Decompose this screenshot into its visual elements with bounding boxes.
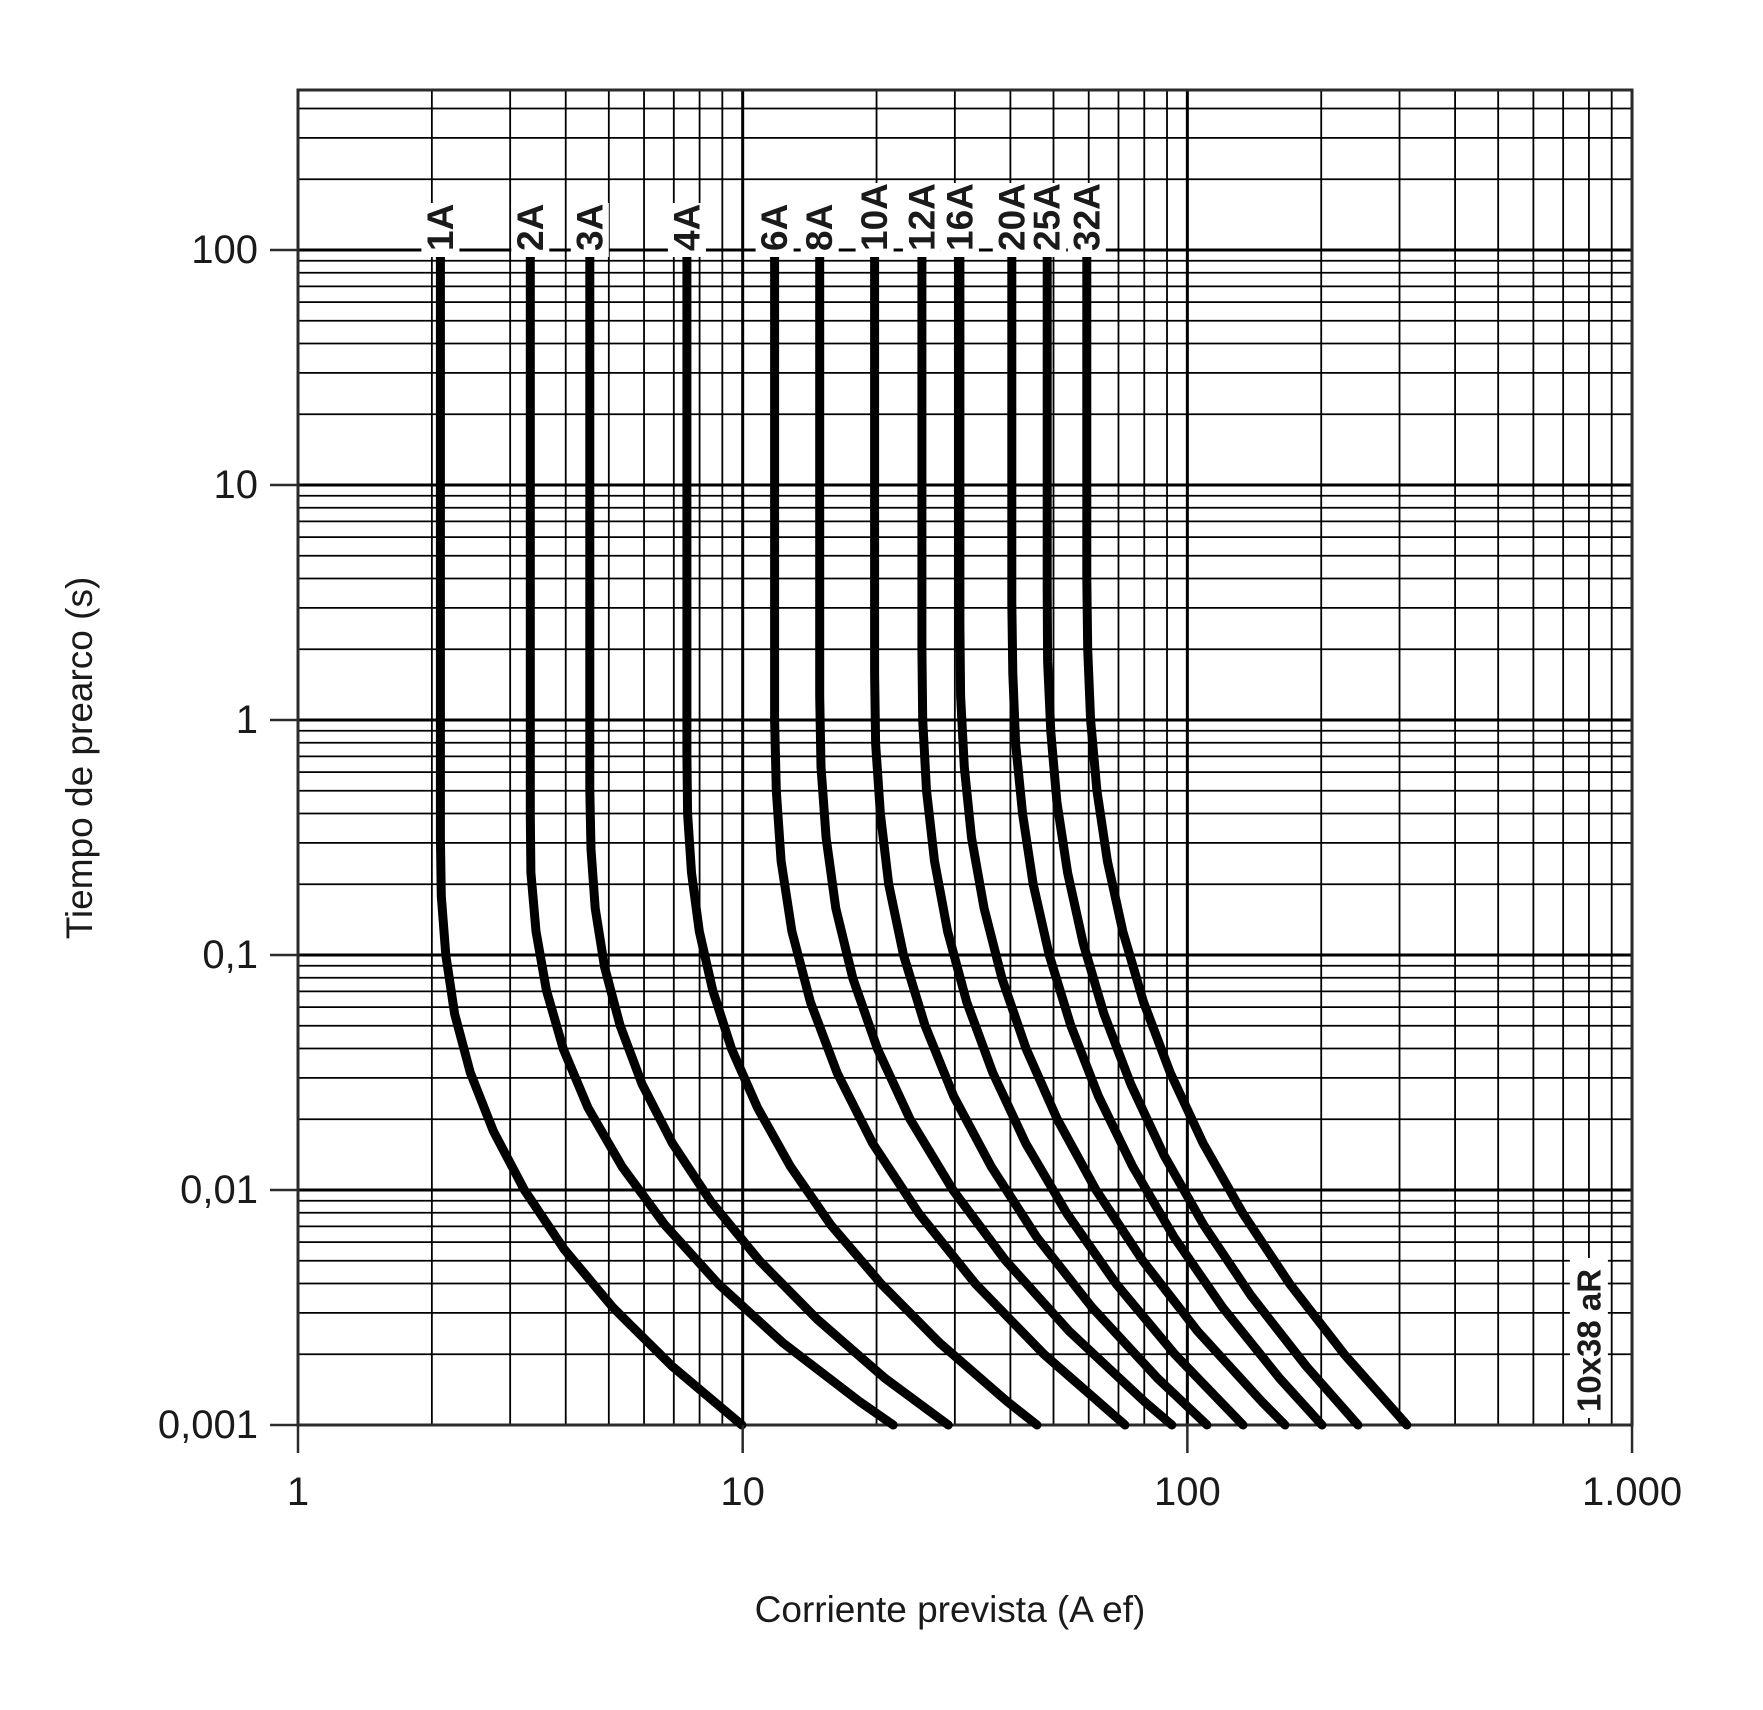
curve-label-8a: 8A xyxy=(799,203,840,257)
curve-32a xyxy=(1082,245,1412,1430)
x-tick-label-10: 10 xyxy=(720,1470,765,1514)
curve-label-25a: 25A xyxy=(1027,183,1068,257)
curve-label-16a: 16A xyxy=(939,183,980,257)
curve-4a xyxy=(682,245,1042,1430)
y-tick-label-0_01: 0,01 xyxy=(180,1168,258,1212)
plot-frame xyxy=(296,88,1634,1427)
curve-8a xyxy=(815,245,1177,1430)
curve-label-bg xyxy=(755,203,794,257)
curve-label-text: 32A xyxy=(1066,183,1107,251)
annotation-text: 10x38 aR xyxy=(1570,1269,1607,1412)
curve-label-text: 25A xyxy=(1027,183,1068,251)
curve-10a xyxy=(870,245,1212,1430)
curve-label-text: 16A xyxy=(939,183,980,251)
curve-1a xyxy=(435,245,747,1430)
curve-label-bg xyxy=(1028,183,1067,257)
curve-label-bg xyxy=(511,203,550,257)
y-tick-label-100: 100 xyxy=(191,228,258,272)
fuse-size-annotation: 10x38 aR xyxy=(1569,1258,1608,1418)
curve-16a xyxy=(955,245,1290,1430)
fuse-curves xyxy=(435,245,1412,1430)
axis-ticks xyxy=(270,248,1634,1453)
curve-label-12a: 12A xyxy=(901,183,942,257)
curve-label-bg xyxy=(800,203,839,257)
x-tick-label-100: 100 xyxy=(1154,1470,1221,1514)
curve-label-4a: 4A xyxy=(666,203,707,257)
curve-label-bg xyxy=(902,183,941,257)
curve-3a xyxy=(585,245,953,1430)
curve-label-32a: 32A xyxy=(1066,183,1107,257)
x-axis-title: Corriente prevista (A ef) xyxy=(755,1589,1146,1630)
curve-6a xyxy=(770,245,1130,1430)
x-tick-label-1000: 1.000 xyxy=(1582,1470,1682,1514)
curve-label-text: 8A xyxy=(799,204,840,251)
y-axis-title: Tiempo de prearco (s) xyxy=(59,577,100,940)
curve-label-10a: 10A xyxy=(854,183,895,257)
curve-label-text: 10A xyxy=(854,183,895,251)
curve-12a xyxy=(917,245,1248,1430)
annotation-10x38ar: 10x38 aR xyxy=(1569,1258,1608,1418)
y-tick-label-1: 1 xyxy=(236,698,258,742)
curve-label-text: 12A xyxy=(901,183,942,251)
curve-label-text: 4A xyxy=(666,204,707,251)
curve-label-6a: 6A xyxy=(754,203,795,257)
curve-label-3a: 3A xyxy=(569,203,610,257)
curve-25a xyxy=(1042,245,1363,1430)
curve-label-text: 6A xyxy=(754,204,795,251)
curve-label-text: 20A xyxy=(991,183,1032,251)
annotation-bg xyxy=(1569,1258,1608,1418)
curve-label-bg xyxy=(855,183,894,257)
curve-label-1a: 1A xyxy=(420,203,461,257)
grid-minor-lines xyxy=(298,90,1632,1425)
curve-label-20a: 20A xyxy=(991,183,1032,257)
curve-label-bg xyxy=(1067,183,1106,257)
curve-label-text: 1A xyxy=(420,204,461,251)
curve-label-bg xyxy=(940,183,979,257)
x-tick-label-1: 1 xyxy=(287,1470,309,1514)
curve-label-2a: 2A xyxy=(510,203,551,257)
curve-label-bg xyxy=(992,183,1031,257)
curve-label-text: 2A xyxy=(510,204,551,251)
curve-label-text: 3A xyxy=(569,204,610,251)
curve-label-bg xyxy=(667,203,706,257)
curve-label-bg xyxy=(421,203,460,257)
y-tick-label-0_1: 0,1 xyxy=(202,933,258,977)
curve-label-bg xyxy=(570,203,609,257)
plot-border xyxy=(296,88,1634,1427)
y-tick-label-10: 10 xyxy=(214,463,259,507)
curve-20a xyxy=(1007,245,1327,1430)
axis-tick-labels: 1 10 100 1.000 100 10 1 0,1 0,01 0,001 xyxy=(158,228,1682,1514)
curve-2a xyxy=(525,245,898,1430)
y-tick-label-0_001: 0,001 xyxy=(158,1403,258,1447)
